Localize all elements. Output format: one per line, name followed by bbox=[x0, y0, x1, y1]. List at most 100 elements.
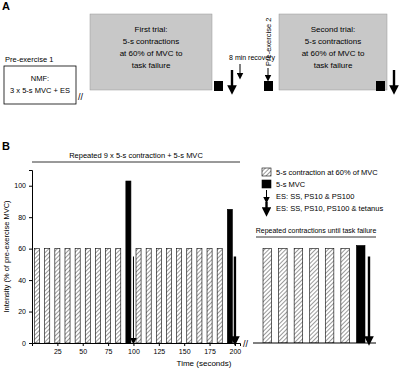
bar bbox=[187, 249, 192, 343]
plot-left bbox=[35, 181, 233, 343]
bar bbox=[356, 245, 365, 343]
legend: 5-s contraction at 60% of MVC 5-s MVC ES: … bbox=[262, 168, 383, 213]
panel-a: APre-exercise 1NMF:3 x 5-s MVC + ES//Fir… bbox=[2, 0, 394, 104]
tick-mark bbox=[29, 343, 32, 344]
bar bbox=[341, 249, 350, 343]
tick: 0 bbox=[22, 340, 32, 347]
tick-mark bbox=[235, 343, 236, 346]
box-text: task failure bbox=[132, 61, 171, 70]
y-axis: 0 20 40 60 80 100 bbox=[14, 171, 32, 347]
bar bbox=[65, 249, 70, 343]
x-axis-title: Time (seconds) bbox=[177, 359, 232, 368]
trial-box bbox=[90, 14, 212, 90]
tick-label: 200 bbox=[230, 348, 242, 355]
legend-swatch bbox=[262, 168, 271, 176]
tick: 100 bbox=[14, 182, 32, 189]
baseline bbox=[253, 343, 376, 344]
tick-mark bbox=[29, 249, 32, 250]
tick: 20 bbox=[18, 308, 32, 315]
legend-arrow bbox=[266, 190, 267, 200]
break-mark: // bbox=[243, 339, 249, 349]
bar bbox=[207, 249, 212, 343]
es-arrow bbox=[234, 257, 236, 342]
bar bbox=[279, 249, 288, 343]
annotation: Repeated 9 x 5-s contraction + 5-s MVC bbox=[69, 151, 203, 160]
bar bbox=[263, 249, 272, 343]
legend-label: ES: SS, PS10 & PS100 bbox=[276, 192, 354, 201]
tick-label: 125 bbox=[153, 348, 165, 355]
tick: 125 bbox=[153, 343, 165, 355]
tick-label: 50 bbox=[79, 348, 87, 355]
tick: 150 bbox=[179, 343, 191, 355]
x-axis: 25 50 75 100 125 150 175 200 bbox=[33, 343, 242, 355]
bar bbox=[177, 249, 182, 343]
tick: 40 bbox=[18, 277, 32, 284]
axis-line bbox=[29, 171, 33, 344]
break-mark: // bbox=[78, 92, 84, 102]
es-arrow bbox=[133, 257, 134, 342]
tick: 200 bbox=[230, 343, 242, 355]
box-text: 5-s contractions bbox=[123, 37, 179, 46]
tick: 60 bbox=[18, 245, 32, 252]
tick-label: 80 bbox=[18, 214, 26, 221]
tick-label: 75 bbox=[105, 348, 113, 355]
tick-label: 25 bbox=[54, 348, 62, 355]
label: Pre-exercise 2 bbox=[264, 18, 273, 66]
tick: 80 bbox=[18, 214, 32, 221]
bar bbox=[227, 209, 232, 343]
tick-mark bbox=[184, 343, 185, 346]
tick-label: 60 bbox=[18, 245, 26, 252]
tick-mark bbox=[29, 312, 32, 313]
tick-mark bbox=[57, 343, 58, 346]
legend-label: 5-s contraction at 60% of MVC bbox=[276, 168, 378, 177]
trial-box bbox=[279, 14, 387, 90]
bar bbox=[217, 249, 222, 343]
tick-label: 20 bbox=[18, 308, 26, 315]
panel-label: A bbox=[2, 0, 10, 12]
tick: 25 bbox=[54, 343, 62, 355]
tick: 100 bbox=[128, 343, 140, 355]
tick-mark bbox=[29, 186, 32, 187]
tick-mark bbox=[108, 343, 109, 346]
box-text: First trial: bbox=[135, 25, 168, 34]
tick-label: 175 bbox=[204, 348, 216, 355]
tick-mark bbox=[210, 343, 211, 346]
legend-label: 5-s MVC bbox=[276, 180, 306, 189]
bar bbox=[294, 249, 303, 343]
es-arrow bbox=[368, 257, 370, 342]
annotation-line bbox=[32, 162, 240, 163]
bar bbox=[310, 249, 319, 343]
bar bbox=[136, 249, 141, 343]
tick-label: 40 bbox=[18, 277, 26, 284]
tick-mark bbox=[159, 343, 160, 346]
pre-arrow bbox=[268, 68, 269, 78]
mvc-square bbox=[376, 81, 385, 91]
box-text: task failure bbox=[314, 61, 353, 70]
bar bbox=[146, 249, 151, 343]
es-arrow bbox=[393, 70, 395, 90]
plot-right bbox=[263, 245, 365, 343]
es-arrow bbox=[231, 70, 233, 90]
tick-mark bbox=[83, 343, 84, 346]
nmf-box bbox=[4, 66, 76, 104]
box-text: 5-s contractions bbox=[305, 37, 361, 46]
bar bbox=[197, 249, 202, 343]
bar bbox=[85, 249, 90, 343]
y-axis-title: Intensity (% of pre-exercise MVC) bbox=[2, 200, 11, 313]
bar bbox=[116, 249, 121, 343]
bar bbox=[75, 249, 80, 343]
tick: 75 bbox=[105, 343, 113, 355]
bar bbox=[166, 249, 171, 343]
legend-swatch bbox=[262, 180, 271, 188]
axis-line bbox=[33, 344, 241, 347]
bar bbox=[156, 249, 161, 343]
legend-arrow bbox=[265, 202, 267, 212]
bar bbox=[126, 181, 131, 343]
bar bbox=[35, 249, 40, 343]
box-text: NMF: bbox=[31, 74, 49, 83]
tick: 50 bbox=[79, 343, 87, 355]
annotation-line bbox=[256, 237, 376, 238]
bar bbox=[325, 249, 334, 343]
bar bbox=[45, 249, 50, 343]
label: Pre-exercise 1 bbox=[5, 55, 53, 64]
